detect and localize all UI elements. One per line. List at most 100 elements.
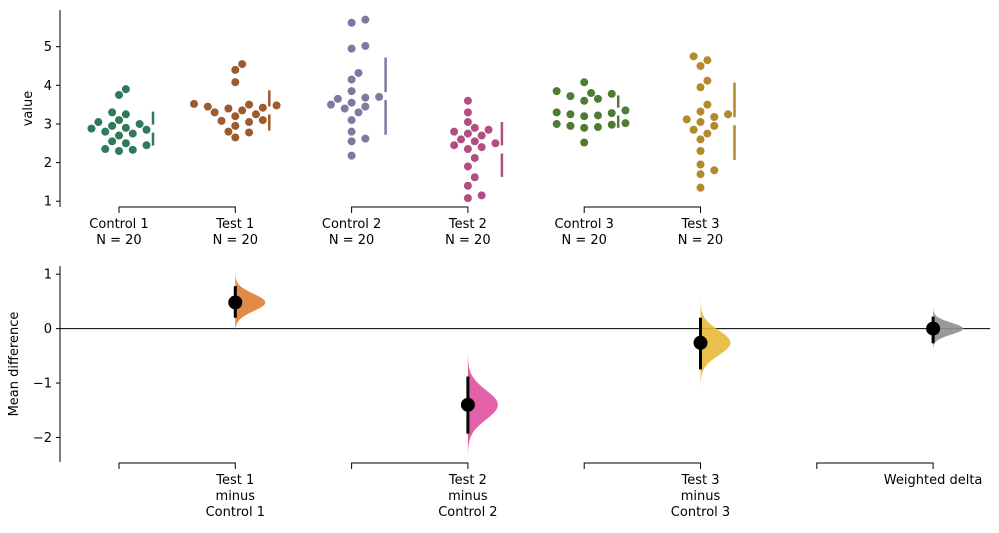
data-point	[580, 78, 589, 87]
data-point	[347, 75, 356, 84]
data-point	[450, 141, 459, 150]
data-point	[696, 118, 705, 127]
data-point	[566, 110, 575, 119]
data-point	[121, 123, 130, 132]
data-point	[101, 127, 110, 136]
mean-difference-point	[693, 335, 708, 350]
bottom-y-tick-label: −1	[33, 377, 52, 392]
bottom-y-tick-label: −2	[33, 431, 52, 446]
delta-label: Test 1	[215, 473, 254, 488]
data-point	[347, 87, 356, 96]
delta-label: Weighted delta	[884, 473, 983, 488]
data-point	[703, 100, 712, 109]
data-point	[621, 106, 630, 115]
top-y-tick-label: 3	[44, 117, 52, 132]
delta-bracket	[118, 462, 236, 469]
data-point	[703, 56, 712, 65]
data-point	[450, 127, 459, 136]
data-point	[115, 146, 123, 155]
data-point	[710, 112, 719, 121]
data-point	[593, 111, 602, 120]
data-point	[108, 121, 117, 130]
data-point	[552, 108, 561, 117]
data-point	[142, 125, 151, 134]
data-point	[347, 116, 356, 125]
data-point	[463, 145, 472, 154]
data-point	[477, 143, 486, 152]
data-point	[203, 102, 212, 111]
group-label: Control 1	[89, 217, 148, 232]
data-point	[87, 124, 96, 133]
data-point	[724, 110, 733, 119]
group-bracket	[118, 206, 236, 213]
data-point	[326, 100, 335, 109]
data-point	[696, 146, 705, 155]
data-point	[94, 118, 103, 127]
data-point	[580, 96, 589, 105]
data-point	[238, 106, 247, 115]
data-point	[217, 116, 226, 125]
data-point	[231, 133, 240, 142]
data-point	[580, 123, 589, 132]
data-point	[470, 137, 479, 146]
group-n-label: N = 20	[213, 233, 258, 248]
data-point	[108, 108, 117, 117]
data-point	[361, 93, 370, 102]
group-n-label: N = 20	[678, 233, 723, 248]
data-point	[238, 60, 247, 69]
data-point	[682, 115, 691, 124]
data-point	[696, 135, 705, 144]
data-point	[340, 104, 349, 113]
data-point	[484, 125, 493, 134]
data-point	[477, 131, 486, 140]
data-point	[347, 44, 356, 53]
group-label: Test 2	[448, 217, 487, 232]
delta-bracket	[583, 462, 701, 469]
data-point	[580, 112, 589, 121]
data-point	[245, 118, 254, 127]
data-point	[354, 108, 363, 117]
data-point	[245, 100, 254, 109]
data-point	[190, 99, 199, 108]
data-point	[115, 116, 123, 125]
data-point	[361, 41, 370, 50]
bottom-y-tick-label: 1	[44, 268, 52, 283]
data-point	[231, 65, 240, 74]
data-point	[463, 96, 472, 105]
data-point	[696, 170, 705, 179]
data-point	[258, 103, 267, 112]
top-y-tick-label: 4	[44, 79, 52, 94]
data-point	[142, 141, 151, 150]
bootstrap-distribution	[235, 271, 266, 334]
data-point	[621, 119, 630, 128]
data-point	[354, 68, 363, 77]
data-point	[272, 101, 281, 110]
bootstrap-distribution	[700, 297, 731, 388]
bottom-y-axis-label: Mean difference	[7, 312, 22, 417]
group-n-label: N = 20	[329, 233, 374, 248]
group-label: Test 3	[680, 217, 719, 232]
delta-bracket	[816, 462, 934, 469]
data-point	[710, 121, 719, 130]
top-y-tick-label: 1	[44, 195, 52, 210]
data-point	[566, 92, 575, 101]
data-point	[566, 121, 575, 130]
data-point	[121, 110, 130, 119]
data-point	[463, 118, 472, 127]
data-point	[587, 89, 596, 98]
data-point	[580, 138, 589, 147]
data-point	[470, 123, 479, 132]
mean-difference-point	[460, 397, 475, 412]
top-y-tick-label: 5	[44, 40, 52, 55]
bootstrap-distribution	[933, 307, 964, 351]
delta-bracket	[351, 462, 469, 469]
group-label: Control 3	[554, 217, 613, 232]
data-point	[347, 127, 356, 136]
data-point	[210, 108, 219, 117]
data-point	[224, 127, 233, 136]
group-n-label: N = 20	[445, 233, 490, 248]
data-point	[251, 110, 260, 119]
data-point	[463, 194, 472, 203]
